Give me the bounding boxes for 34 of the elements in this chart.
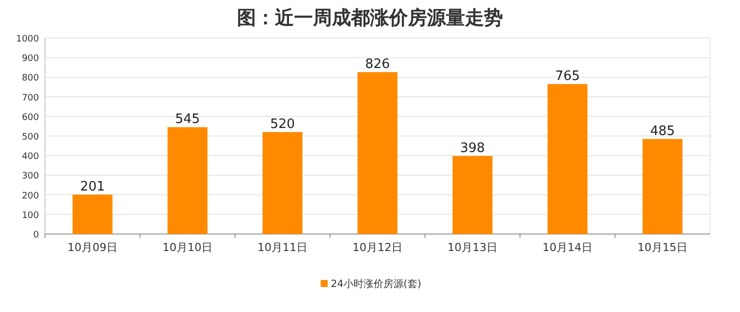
bar [262, 132, 302, 234]
bar [72, 194, 112, 234]
data-label: 520 [270, 117, 295, 132]
y-tick-label: 0 [33, 230, 40, 240]
x-tick-label: 10月09日 [68, 241, 118, 254]
y-tick-label: 400 [22, 152, 40, 162]
y-tick-label: 100 [22, 210, 40, 221]
y-tick-label: 800 [22, 74, 40, 84]
chart-title: 图：近一周成都涨价房源量走势 [237, 7, 503, 29]
y-tick-label: 500 [22, 132, 40, 142]
bar [168, 127, 208, 234]
legend-label: 24小时涨价房源(套) [330, 278, 422, 290]
data-label: 545 [175, 112, 200, 128]
y-tick-label: 700 [22, 93, 40, 104]
bar [452, 156, 492, 234]
x-tick-label: 10月11日 [258, 241, 308, 254]
x-tick-label: 10月15日 [638, 241, 688, 254]
data-label: 765 [555, 69, 580, 84]
x-tick-label: 10月14日 [542, 241, 592, 254]
data-label: 826 [365, 57, 390, 72]
data-label: 201 [80, 180, 105, 195]
bar [548, 84, 588, 234]
x-tick-label: 10月13日 [448, 241, 498, 254]
y-tick-label: 1000 [16, 34, 40, 44]
data-label: 398 [460, 140, 485, 156]
y-tick-label: 600 [22, 112, 40, 123]
bar [642, 138, 682, 234]
x-tick-label: 10月10日 [162, 241, 212, 254]
y-tick-label: 900 [22, 54, 40, 64]
bar [358, 72, 398, 234]
x-tick-label: 10月12日 [352, 241, 402, 254]
data-label: 485 [650, 124, 675, 139]
y-tick-label: 200 [22, 191, 40, 202]
y-tick-label: 300 [22, 172, 40, 182]
